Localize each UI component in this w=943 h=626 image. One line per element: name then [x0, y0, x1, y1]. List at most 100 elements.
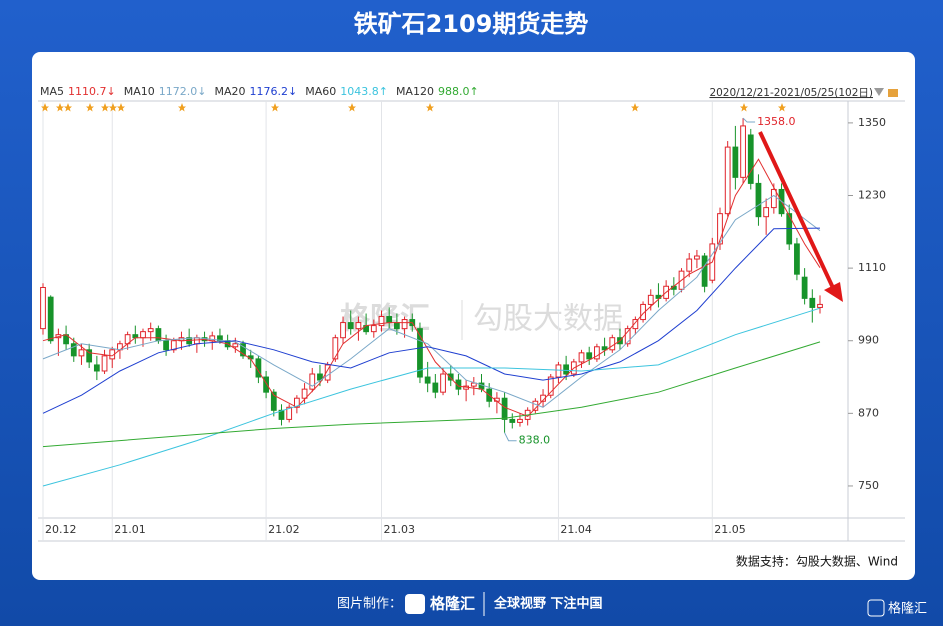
legend-name: MA5 [40, 85, 64, 98]
event-star [117, 103, 125, 112]
candle-body [747, 134, 754, 184]
candle-body [740, 125, 746, 178]
event-star [41, 103, 49, 112]
event-star [101, 103, 109, 112]
watermark: 格隆汇 勾股大数据 [340, 300, 623, 340]
x-tick-label: 20.12 [45, 523, 77, 536]
legend-value: 1172.0↓ [159, 85, 207, 98]
candle-body [393, 322, 400, 330]
candle-body [278, 409, 285, 420]
candle-body [440, 373, 446, 393]
candle-body [263, 376, 269, 393]
y-tick-label: 1110 [858, 261, 886, 274]
annotation-label: 1358.0 [757, 115, 796, 128]
event-star [86, 103, 94, 112]
candle-body [78, 349, 85, 357]
x-tick-label: 21.04 [560, 523, 592, 536]
legend-value: 1110.7↓ [68, 85, 116, 98]
candle-body [470, 382, 477, 387]
ma-line [42, 307, 821, 487]
source: 数据支持：勾股大数据、Wind [736, 554, 898, 569]
candle-body [817, 303, 823, 308]
trend-arrowhead [824, 282, 843, 302]
corner-logo [867, 599, 885, 617]
candle-body [170, 340, 177, 351]
candle-body [555, 364, 562, 378]
candle-body [717, 213, 723, 245]
candle-body [370, 325, 377, 333]
candle-body [632, 319, 639, 330]
candle-body [240, 343, 246, 357]
x-tick-label: 21.03 [383, 523, 415, 536]
candle-body [332, 337, 339, 360]
footer-corner: 格隆汇 [888, 601, 927, 617]
candle-body [432, 382, 439, 393]
candle-body [686, 258, 693, 272]
candle-body [763, 207, 770, 218]
candle-body [317, 373, 323, 381]
candle-body [401, 319, 408, 330]
candle-body [601, 346, 608, 351]
candle-body [324, 364, 331, 381]
watermark-text: 勾股大数据 [473, 302, 623, 337]
event-star [64, 103, 72, 112]
event-star [178, 103, 186, 112]
candle-body [163, 340, 169, 351]
candle-body [609, 337, 616, 351]
annotation-label: 838.0 [519, 434, 551, 447]
candle-body [93, 364, 100, 372]
annotation-leader [504, 432, 517, 442]
y-tick-label: 1350 [858, 116, 886, 129]
ma-line [42, 341, 821, 448]
y-tick-label: 990 [858, 334, 879, 347]
ma-line [42, 194, 821, 408]
candle-body [578, 352, 585, 363]
dropdown-icon[interactable] [874, 88, 884, 96]
panel [32, 52, 915, 580]
event-star [426, 103, 434, 112]
candle-body [732, 146, 739, 178]
trend-arrow [758, 131, 836, 291]
candle-body [47, 296, 54, 342]
legend-value: 988.0↑ [438, 85, 479, 98]
candle-body [647, 294, 654, 305]
legend-value: 1043.8↑ [340, 85, 388, 98]
candle-body [517, 418, 523, 423]
candle-body [417, 328, 423, 378]
candle-body [70, 343, 77, 357]
event-star [56, 103, 64, 112]
y-tick-label: 870 [858, 406, 879, 419]
candle-body [386, 316, 393, 324]
candle-body [40, 286, 46, 330]
legend-name: MA60 [305, 85, 336, 98]
candle-body [424, 376, 431, 384]
candle-body [509, 418, 516, 423]
candle-body [147, 328, 154, 333]
x-tick-label: 21.02 [268, 523, 300, 536]
legend-name: MA20 [214, 85, 245, 98]
event-star [740, 103, 748, 112]
legend-name: MA10 [124, 85, 155, 98]
event-star [631, 103, 639, 112]
candle-body [217, 335, 223, 342]
candle-body [232, 343, 239, 348]
x-tick-label: 21.01 [114, 523, 146, 536]
lock-icon[interactable] [888, 89, 898, 97]
candle-body [301, 388, 308, 399]
candle-body [447, 373, 454, 381]
legend-name: MA120 [396, 85, 434, 98]
footer-brand: 格隆汇 [430, 595, 475, 613]
event-star [271, 103, 279, 112]
y-tick-label: 1230 [858, 189, 886, 202]
watermark-text: 格隆汇 [340, 302, 430, 337]
footer-made-by: 图片制作： [337, 597, 402, 612]
annotation-leader [742, 117, 756, 123]
candle-body [140, 331, 146, 339]
candle-body [547, 376, 554, 396]
candle-body [455, 379, 462, 390]
candle-body [101, 355, 108, 372]
candle-body [586, 352, 593, 360]
event-star [348, 103, 356, 112]
y-tick-label: 750 [858, 479, 879, 492]
